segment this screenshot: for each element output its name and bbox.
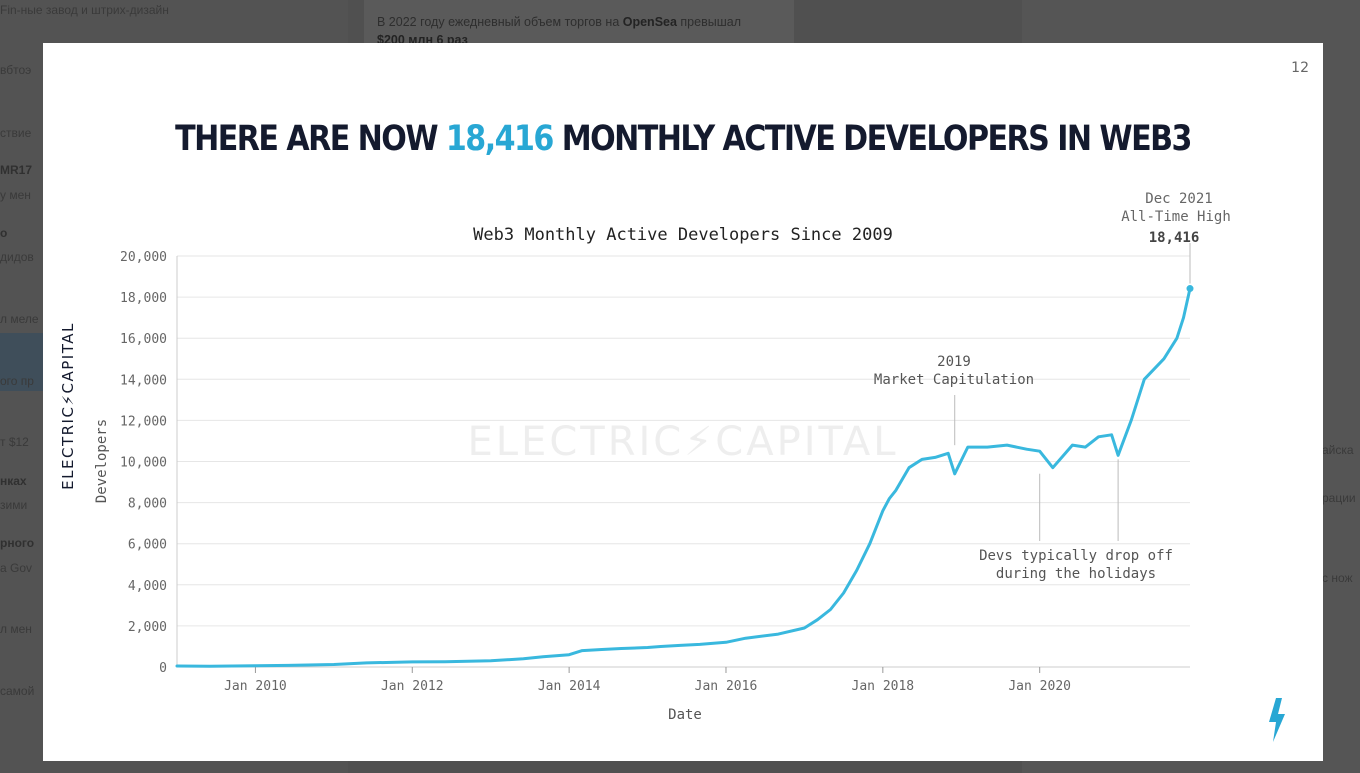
x-tick-label: Jan 2018: [852, 679, 915, 694]
x-tick-label: Jan 2016: [695, 679, 758, 694]
capitulation-annotation-line1: 2019: [937, 354, 971, 370]
y-tick-label: 16,000: [120, 332, 167, 347]
y-tick-label: 20,000: [120, 250, 167, 265]
background-snippet: ого пр: [0, 374, 34, 388]
x-tick-label: Jan 2012: [381, 679, 444, 694]
x-tick-label: Jan 2014: [538, 679, 601, 694]
background-snippet: зими: [0, 498, 28, 512]
background-snippet: т $12: [0, 435, 29, 449]
background-snippet: у мен: [0, 188, 31, 202]
ath-annotation-value: 18,416: [1149, 230, 1200, 246]
background-snippet: нках: [0, 474, 27, 488]
headline-highlight-value: 18,416: [445, 119, 554, 159]
x-tick-label: Jan 2020: [1008, 679, 1071, 694]
lightning-bolt-icon: [1269, 698, 1285, 742]
y-tick-label: 14,000: [120, 373, 167, 388]
y-tick-label: 12,000: [120, 414, 167, 429]
y-tick-label: 6,000: [128, 538, 167, 553]
series-line: [175, 287, 1192, 668]
y-tick-label: 8,000: [128, 497, 167, 512]
background-snippet: вбтоэ: [0, 63, 32, 77]
ath-annotation-line2: All-Time High: [1121, 209, 1231, 225]
background-snippet: ствие: [0, 126, 32, 140]
y-tick-label: 4,000: [128, 579, 167, 594]
slide-page-number: 12: [1291, 60, 1309, 76]
background-snippet: рации: [1322, 491, 1356, 505]
background-snippet: рного: [0, 536, 35, 550]
watermark-text: ELECTRIC⚡CAPITAL: [468, 419, 899, 465]
ath-annotation-line1: Dec 2021: [1145, 191, 1212, 207]
y-tick-label: 2,000: [128, 620, 167, 635]
background-snippet: с нож: [1322, 571, 1353, 585]
y-tick-label: 10,000: [120, 456, 167, 471]
background-snippet: л меле: [0, 312, 39, 326]
all-time-high-point: [1186, 285, 1194, 293]
chart-title: Web3 Monthly Active Developers Since 200…: [473, 225, 893, 245]
x-axis-label: Date: [668, 707, 702, 723]
background-highlight: [0, 333, 44, 391]
background-snippet: MR17: [0, 163, 33, 177]
background-snippet: Fin-ные завод и штрих-дизайн: [0, 3, 169, 17]
slide-modal: 12 THERE ARE NOW 18,416 MONTHLY ACTIVE D…: [43, 43, 1323, 761]
background-snippet: дидов: [0, 250, 34, 264]
holidays-annotation-line1: Devs typically drop off: [979, 548, 1173, 564]
background-snippet: а Gov: [0, 561, 33, 575]
slide-headline: THERE ARE NOW 18,416 MONTHLY ACTIVE DEVE…: [175, 119, 1192, 159]
y-tick-label: 18,000: [120, 291, 167, 306]
capitulation-annotation-line2: Market Capitulation: [874, 372, 1034, 388]
background-snippet: л мен: [0, 622, 32, 636]
holidays-annotation-line2: during the holidays: [996, 566, 1156, 582]
background-snippet: айска: [1322, 443, 1354, 457]
developers-line-chart: ELECTRIC⚡CAPITAL Web3 Monthly Active Deve…: [94, 191, 1231, 723]
x-tick-label: Jan 2010: [224, 679, 287, 694]
background-snippet: о: [0, 226, 8, 240]
background-snippet: самой: [0, 684, 35, 698]
y-tick-label: 0: [159, 661, 167, 676]
y-axis-label: Developers: [94, 419, 110, 503]
